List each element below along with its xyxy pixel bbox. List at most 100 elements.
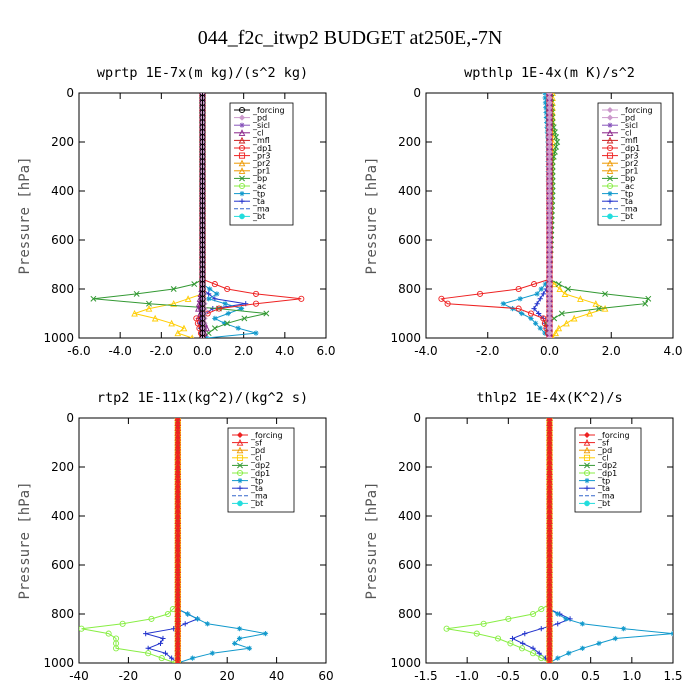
legend-marker	[238, 159, 246, 167]
legend-marker	[236, 431, 244, 439]
legend: _forcing_pd_sicl_cl_mfl_dp1_pr3_pr2_pr1_…	[597, 102, 662, 226]
data-point	[546, 334, 553, 338]
data-point	[182, 621, 188, 627]
data-point	[537, 325, 543, 331]
x-tick-label: 60	[318, 669, 333, 683]
data-point	[145, 645, 151, 651]
data-point	[204, 621, 211, 627]
data-point	[90, 295, 97, 302]
data-point	[553, 143, 560, 150]
data-point	[476, 290, 484, 297]
legend-entry: _mfl	[234, 136, 270, 145]
legend-entry: _bp	[234, 174, 267, 183]
x-tick-label: 20	[220, 669, 235, 683]
legend-marker	[607, 122, 613, 128]
legend-entry: _tp	[602, 189, 633, 198]
legend-label: _ta	[597, 484, 610, 493]
data-point	[551, 129, 558, 136]
x-tick-label: -40	[69, 669, 89, 683]
data-point	[507, 640, 514, 647]
data-point	[174, 329, 182, 337]
data-point	[236, 635, 243, 642]
legend-label: _forcing	[250, 431, 283, 440]
legend-marker	[606, 129, 614, 136]
series-forcing	[546, 93, 553, 338]
data-point	[542, 281, 548, 287]
legend-label: _tp	[620, 189, 633, 198]
data-point	[224, 285, 231, 293]
legend-marker	[238, 129, 246, 136]
series-dp1	[438, 93, 553, 338]
legend-marker	[607, 191, 613, 197]
series-group	[90, 93, 305, 338]
data-point	[160, 635, 166, 642]
legend-label: _bt	[250, 499, 263, 508]
legend-label: _pd	[597, 446, 612, 455]
panel-1: wprtp 1E-7x(m kg)/(s^2 kg) Pressure [hPa]…	[17, 65, 336, 358]
series-line	[440, 93, 550, 338]
data-point	[602, 290, 609, 297]
data-point	[143, 631, 149, 637]
legend-entry: _ta	[602, 197, 633, 206]
x-tick-label: 0	[174, 669, 182, 683]
data-point	[533, 320, 539, 326]
data-point	[170, 300, 178, 307]
y-tick-label: 400	[398, 184, 421, 198]
y-tick-label: 0	[66, 86, 74, 100]
x-tick-label: -2.0	[476, 344, 499, 358]
legend: _forcing_sf_pd_cl_dp2_dp1_tp_ta_ma_bt	[227, 427, 295, 513]
y-tick-label: 0	[66, 411, 74, 425]
y-tick-label: 200	[51, 460, 74, 474]
data-point	[207, 286, 213, 292]
legend-entry: _mfl	[602, 136, 638, 145]
legend-marker	[584, 485, 590, 491]
legend-label: _ma	[620, 205, 638, 214]
data-point	[566, 650, 572, 656]
data-point	[145, 650, 152, 657]
legend-entry: _pr2	[602, 159, 638, 168]
data-point	[505, 615, 512, 622]
data-point	[494, 635, 502, 642]
data-point	[543, 114, 550, 121]
data-point	[570, 314, 578, 322]
data-point	[235, 325, 241, 331]
data-point	[438, 295, 445, 302]
data-point	[133, 290, 140, 297]
data-point	[79, 625, 85, 632]
legend-label: _forcing	[620, 106, 653, 115]
plot-frame	[78, 417, 327, 664]
data-point	[555, 324, 563, 332]
legend-label: _cl	[597, 454, 609, 463]
data-point	[542, 95, 548, 101]
data-point	[252, 300, 260, 307]
legend-marker	[607, 213, 613, 220]
legend-entry: _dp2	[579, 461, 617, 470]
legend-entry: _ma	[579, 492, 615, 501]
data-point	[552, 329, 560, 337]
legend-label: _dp1	[620, 144, 640, 153]
data-point	[556, 285, 564, 293]
legend-marker	[236, 469, 244, 477]
y-tick-label: 1000	[43, 331, 74, 345]
legend-label: _ta	[252, 197, 265, 206]
legend-marker	[583, 438, 591, 446]
legend-marker	[583, 431, 591, 439]
y-tick-label: 800	[51, 607, 74, 621]
legend-entry: _forcing	[234, 106, 285, 115]
legend-marker	[238, 144, 246, 152]
data-point	[174, 660, 181, 663]
series-line	[446, 418, 550, 663]
legend-entry: _dp1	[232, 469, 270, 478]
data-point	[601, 304, 609, 312]
data-point	[212, 315, 218, 321]
data-point	[531, 306, 537, 312]
y-tick-label: 1000	[390, 331, 421, 345]
y-tick-label: 0	[413, 86, 421, 100]
data-point	[519, 645, 526, 652]
data-point	[211, 281, 218, 288]
legend-entry: _pd	[232, 446, 265, 455]
data-point	[206, 296, 212, 302]
series-group	[438, 93, 652, 338]
legend-marker	[606, 114, 614, 121]
